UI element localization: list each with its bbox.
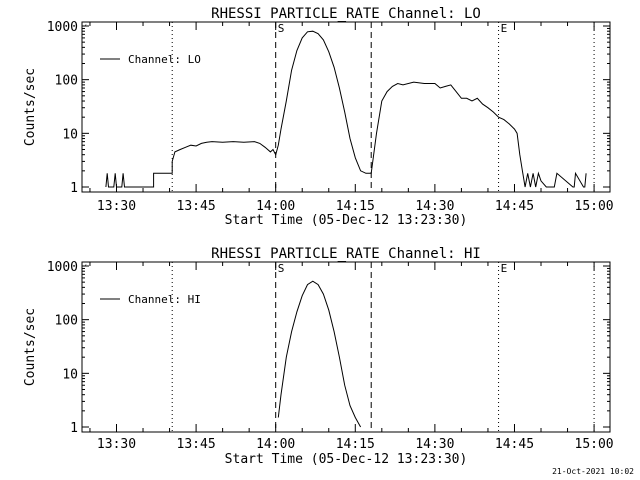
x-axis-label: Start Time (05-Dec-12 13:23:30) xyxy=(225,213,468,228)
x-tick-label: 14:45 xyxy=(495,437,534,452)
chart-title: RHESSI PARTICLE_RATE Channel: HI xyxy=(211,246,481,262)
y-tick-label: 10 xyxy=(62,367,78,382)
marker-label: S xyxy=(278,262,285,275)
series-line xyxy=(277,280,362,428)
y-tick-label: 1000 xyxy=(47,260,78,275)
x-tick-label: 15:00 xyxy=(575,199,614,214)
x-tick-label: 14:45 xyxy=(495,199,534,214)
y-tick-label: 1000 xyxy=(47,20,78,35)
plot-frame xyxy=(81,21,611,193)
x-tick-label: 13:45 xyxy=(177,199,216,214)
x-tick-label: 14:00 xyxy=(256,199,295,214)
y-tick-label: 10 xyxy=(62,127,78,142)
x-tick-label: 14:30 xyxy=(415,199,454,214)
y-tick-label: 100 xyxy=(55,314,78,329)
date-stamp: 21-Oct-2021 10:02 xyxy=(552,467,634,476)
plot-frame xyxy=(81,261,611,433)
x-axis-label: Start Time (05-Dec-12 13:23:30) xyxy=(225,452,468,467)
legend-label: Channel: HI xyxy=(128,293,201,306)
series-line xyxy=(105,30,587,188)
x-tick-label: 14:00 xyxy=(256,437,295,452)
y-tick-label: 100 xyxy=(55,74,78,89)
chart-panel-2: RHESSI PARTICLE_RATE Channel: HI 1 10 100 10… xyxy=(23,246,614,467)
chart-title: RHESSI PARTICLE_RATE Channel: LO xyxy=(211,6,481,22)
y-axis-label: Counts/sec xyxy=(23,308,38,386)
corner-mark: ′ xyxy=(83,264,88,274)
chart-panel-1: RHESSI PARTICLE_RATE Channel: LO 1 10 100 10… xyxy=(23,6,614,228)
x-tick-label: 14:15 xyxy=(336,199,375,214)
marker-label: S xyxy=(278,22,285,35)
x-tick-label: 13:30 xyxy=(97,437,136,452)
x-tick-label: 14:30 xyxy=(415,437,454,452)
corner-mark: ′ xyxy=(83,24,88,34)
marker-label: E xyxy=(501,262,508,275)
legend-label: Channel: LO xyxy=(128,53,201,66)
x-tick-label: 15:00 xyxy=(575,437,614,452)
x-tick-label: 13:30 xyxy=(97,199,136,214)
x-tick-label: 13:45 xyxy=(177,437,216,452)
marker-label: E xyxy=(501,22,508,35)
y-tick-label: 1 xyxy=(70,421,78,436)
y-tick-label: 1 xyxy=(70,181,78,196)
x-tick-label: 14:15 xyxy=(336,437,375,452)
y-axis-label: Counts/sec xyxy=(23,68,38,146)
